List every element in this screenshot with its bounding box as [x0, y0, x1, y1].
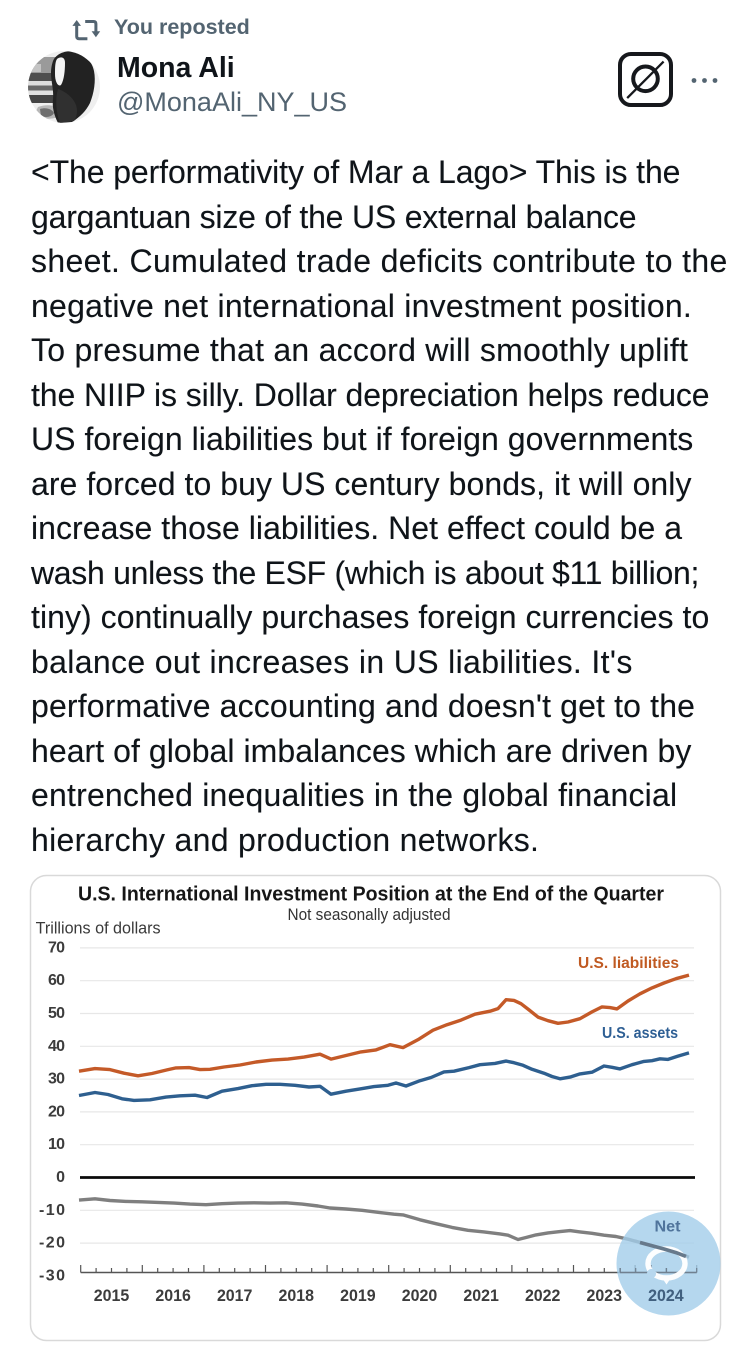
svg-text:30: 30 — [48, 1071, 65, 1088]
svg-text:70: 70 — [48, 939, 65, 956]
svg-text:2021: 2021 — [463, 1286, 499, 1305]
svg-text:50: 50 — [48, 1005, 65, 1022]
svg-text:U.S. liabilities: U.S. liabilities — [578, 955, 679, 972]
svg-text:60: 60 — [48, 972, 65, 989]
svg-text:10: 10 — [48, 1136, 65, 1153]
svg-text:40: 40 — [48, 1038, 65, 1055]
svg-text:2024: 2024 — [648, 1286, 684, 1305]
svg-text:Trillions of dollars: Trillions of dollars — [36, 920, 161, 938]
svg-text:2022: 2022 — [525, 1286, 561, 1305]
svg-text:2023: 2023 — [587, 1286, 623, 1305]
svg-text:2016: 2016 — [155, 1286, 191, 1305]
svg-text:2020: 2020 — [402, 1286, 438, 1305]
svg-text:-30: -30 — [39, 1267, 65, 1284]
svg-text:0: 0 — [56, 1169, 65, 1186]
svg-text:-20: -20 — [39, 1235, 65, 1252]
svg-text:Not seasonally adjusted: Not seasonally adjusted — [288, 905, 451, 924]
svg-text:-10: -10 — [39, 1202, 65, 1219]
svg-text:U.S. International Investment: U.S. International Investment Position a… — [78, 883, 664, 906]
svg-text:2019: 2019 — [340, 1286, 376, 1305]
svg-text:20: 20 — [48, 1103, 65, 1120]
svg-text:U.S. assets: U.S. assets — [602, 1025, 678, 1042]
svg-text:2017: 2017 — [217, 1286, 253, 1305]
svg-text:2015: 2015 — [94, 1286, 130, 1305]
svg-text:Net: Net — [655, 1219, 681, 1236]
svg-text:2018: 2018 — [279, 1286, 315, 1305]
